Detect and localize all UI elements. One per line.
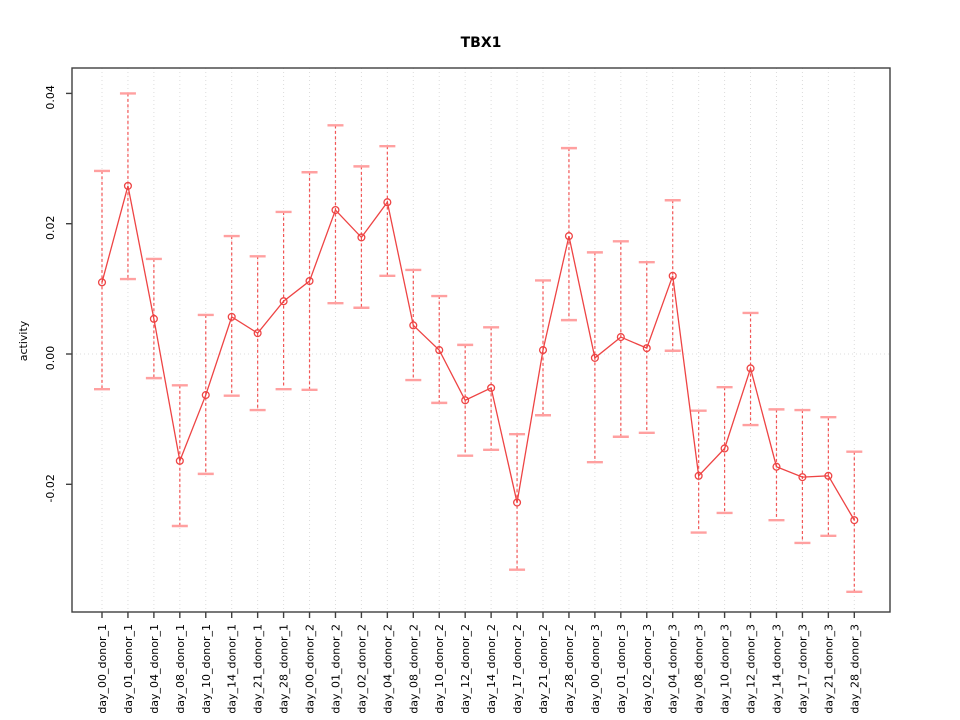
data-point-marker — [590, 353, 599, 362]
data-point-marker — [824, 471, 833, 480]
y-tick-label: -0.02 — [44, 474, 57, 502]
x-tick-label: day_04_donor_3 — [667, 624, 680, 714]
data-point-marker — [616, 333, 625, 342]
data-point-marker — [564, 232, 573, 241]
data-point-marker — [253, 329, 262, 338]
data-point-marker — [123, 181, 132, 190]
data-point-marker — [513, 498, 522, 507]
data-point-marker — [357, 233, 366, 242]
x-tick-label: day_17_donor_3 — [796, 624, 809, 714]
x-tick-label: day_10_donor_3 — [719, 624, 732, 714]
data-point-marker — [850, 516, 859, 525]
x-tick-label: day_12_donor_2 — [459, 624, 472, 714]
grid-layer — [72, 68, 890, 612]
data-point-marker — [201, 391, 210, 400]
x-tick-label: day_21_donor_1 — [252, 624, 265, 714]
y-axis-label: activity — [17, 320, 30, 361]
x-tick-label: day_12_donor_3 — [745, 624, 758, 714]
x-tick-label: day_17_donor_2 — [511, 624, 524, 714]
x-tick-label: day_14_donor_2 — [485, 624, 498, 714]
x-tick-label: day_02_donor_2 — [355, 624, 368, 714]
y-tick-label: 0.00 — [44, 346, 57, 371]
x-tick-label: day_08_donor_2 — [407, 624, 420, 714]
data-point-marker — [331, 205, 340, 215]
data-point-marker — [668, 271, 677, 280]
data-point-marker — [720, 444, 729, 453]
x-tick-label: day_00_donor_1 — [96, 624, 109, 714]
x-tick-label: day_10_donor_1 — [200, 624, 213, 714]
x-tick-label: day_21_donor_3 — [822, 624, 835, 714]
data-point-marker — [435, 346, 444, 355]
x-tick-label: day_01_donor_2 — [329, 624, 342, 714]
data-point-marker — [538, 346, 548, 355]
chart-title: TBX1 — [461, 35, 502, 51]
series-line — [101, 185, 855, 521]
x-tick-label: day_28_donor_3 — [848, 624, 861, 714]
x-tick-label: day_28_donor_1 — [278, 624, 291, 714]
x-tick-label: day_04_donor_2 — [381, 624, 394, 714]
data-series-layer — [94, 92, 863, 594]
x-tick-label: day_01_donor_3 — [615, 624, 628, 714]
plot-box — [71, 67, 891, 613]
x-tick-label: day_00_donor_3 — [589, 624, 602, 714]
data-point-marker — [487, 383, 496, 392]
data-point-marker — [279, 297, 288, 306]
x-tick-label: day_21_donor_2 — [537, 624, 550, 714]
data-point-marker — [175, 456, 184, 465]
data-point-marker — [409, 321, 418, 330]
data-point-marker — [305, 276, 314, 286]
data-point-marker — [746, 364, 755, 373]
data-point-marker — [694, 471, 703, 480]
data-point-marker — [383, 198, 392, 207]
data-point-marker — [772, 462, 781, 471]
data-point-marker — [798, 473, 807, 482]
data-point-marker — [149, 314, 158, 323]
x-tick-label: day_28_donor_2 — [563, 624, 576, 714]
data-point-marker — [97, 278, 107, 287]
axis-layer: day_00_donor_1 day_01_donor_1 day_04_donor… — [44, 67, 891, 714]
x-tick-label: day_14_donor_3 — [770, 624, 783, 714]
x-tick-label: day_14_donor_1 — [226, 624, 239, 714]
data-point-marker — [227, 312, 236, 321]
data-point-marker — [461, 396, 470, 405]
x-tick-label: day_08_donor_1 — [174, 624, 187, 714]
x-tick-label: day_02_donor_3 — [641, 624, 654, 714]
y-tick-label: 0.02 — [44, 215, 57, 240]
x-tick-label: day_00_donor_2 — [304, 624, 317, 714]
y-tick-label: 0.04 — [44, 85, 57, 110]
data-point-marker — [642, 344, 651, 353]
x-tick-label: day_08_donor_3 — [693, 624, 706, 714]
x-tick-label: day_01_donor_1 — [122, 624, 135, 714]
x-tick-label: day_04_donor_1 — [148, 624, 161, 714]
x-tick-label: day_10_donor_2 — [433, 624, 446, 714]
